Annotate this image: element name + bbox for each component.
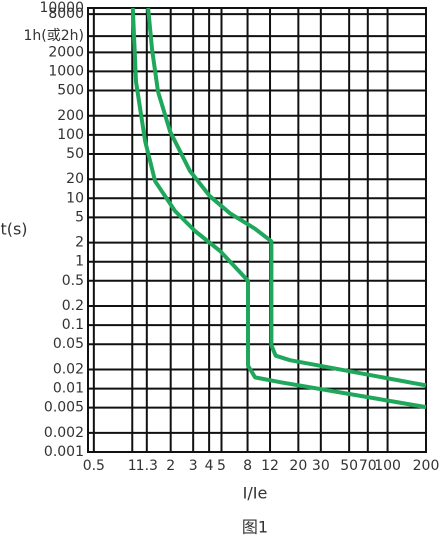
x-tick-label: 12 (261, 458, 279, 474)
x-tick-label: 2 (166, 458, 175, 474)
curve (146, 7, 427, 388)
y-tick-label: 10 (66, 190, 84, 206)
y-tick-label: 0.02 (53, 361, 84, 377)
y-tick-label: 200 (57, 108, 84, 124)
x-tick-label: 50 (340, 458, 358, 474)
x-axis-label: I/Ie (243, 484, 268, 503)
y-tick-label: 500 (57, 83, 84, 99)
y-tick-label: 100 (57, 127, 84, 143)
x-tick-label: 3 (189, 458, 198, 474)
y-tick-label: 2000 (48, 44, 84, 60)
y-tick-label: 1 (75, 254, 84, 270)
y-tick-label: 0.5 (62, 273, 84, 289)
y-tick-label: 0.001 (44, 444, 84, 460)
x-tick-label: 8 (243, 458, 252, 474)
y-axis-label: t(s) (0, 220, 27, 239)
x-tick-label: 100 (374, 458, 401, 474)
curve (130, 7, 427, 410)
y-tick-label: 1000 (48, 63, 84, 79)
x-tick-label: 5 (217, 458, 226, 474)
y-tick-label: 0.1 (62, 317, 84, 333)
caption: 图1 (242, 518, 268, 537)
x-tick-label: 30 (312, 458, 330, 474)
y-tick-label: 10000 (39, 0, 84, 16)
x-tick-label: 0.5 (83, 458, 105, 474)
x-tick-label: 200 (413, 458, 440, 474)
y-tick-label: 20 (66, 171, 84, 187)
y-tick-label: 0.05 (53, 336, 84, 352)
y-tick-label: 0.2 (62, 298, 84, 314)
y-tick-label: 0.005 (44, 400, 84, 416)
x-tick-label: 1 (128, 458, 137, 474)
y-tick-label: 0.002 (44, 425, 84, 441)
y-tick-label: 5 (75, 209, 84, 225)
x-tick-label: 4 (205, 458, 214, 474)
x-tick-label: 20 (289, 458, 307, 474)
x-tick-label: 1.3 (136, 458, 158, 474)
y-tick-label: 1h(或2h) (24, 28, 84, 44)
y-tick-label: 2 (75, 235, 84, 251)
x-tick-label: 70 (359, 458, 377, 474)
y-tick-label: 50 (66, 146, 84, 162)
y-tick-label: 8000 (48, 6, 84, 22)
y-tick-label: 0.01 (53, 381, 84, 397)
